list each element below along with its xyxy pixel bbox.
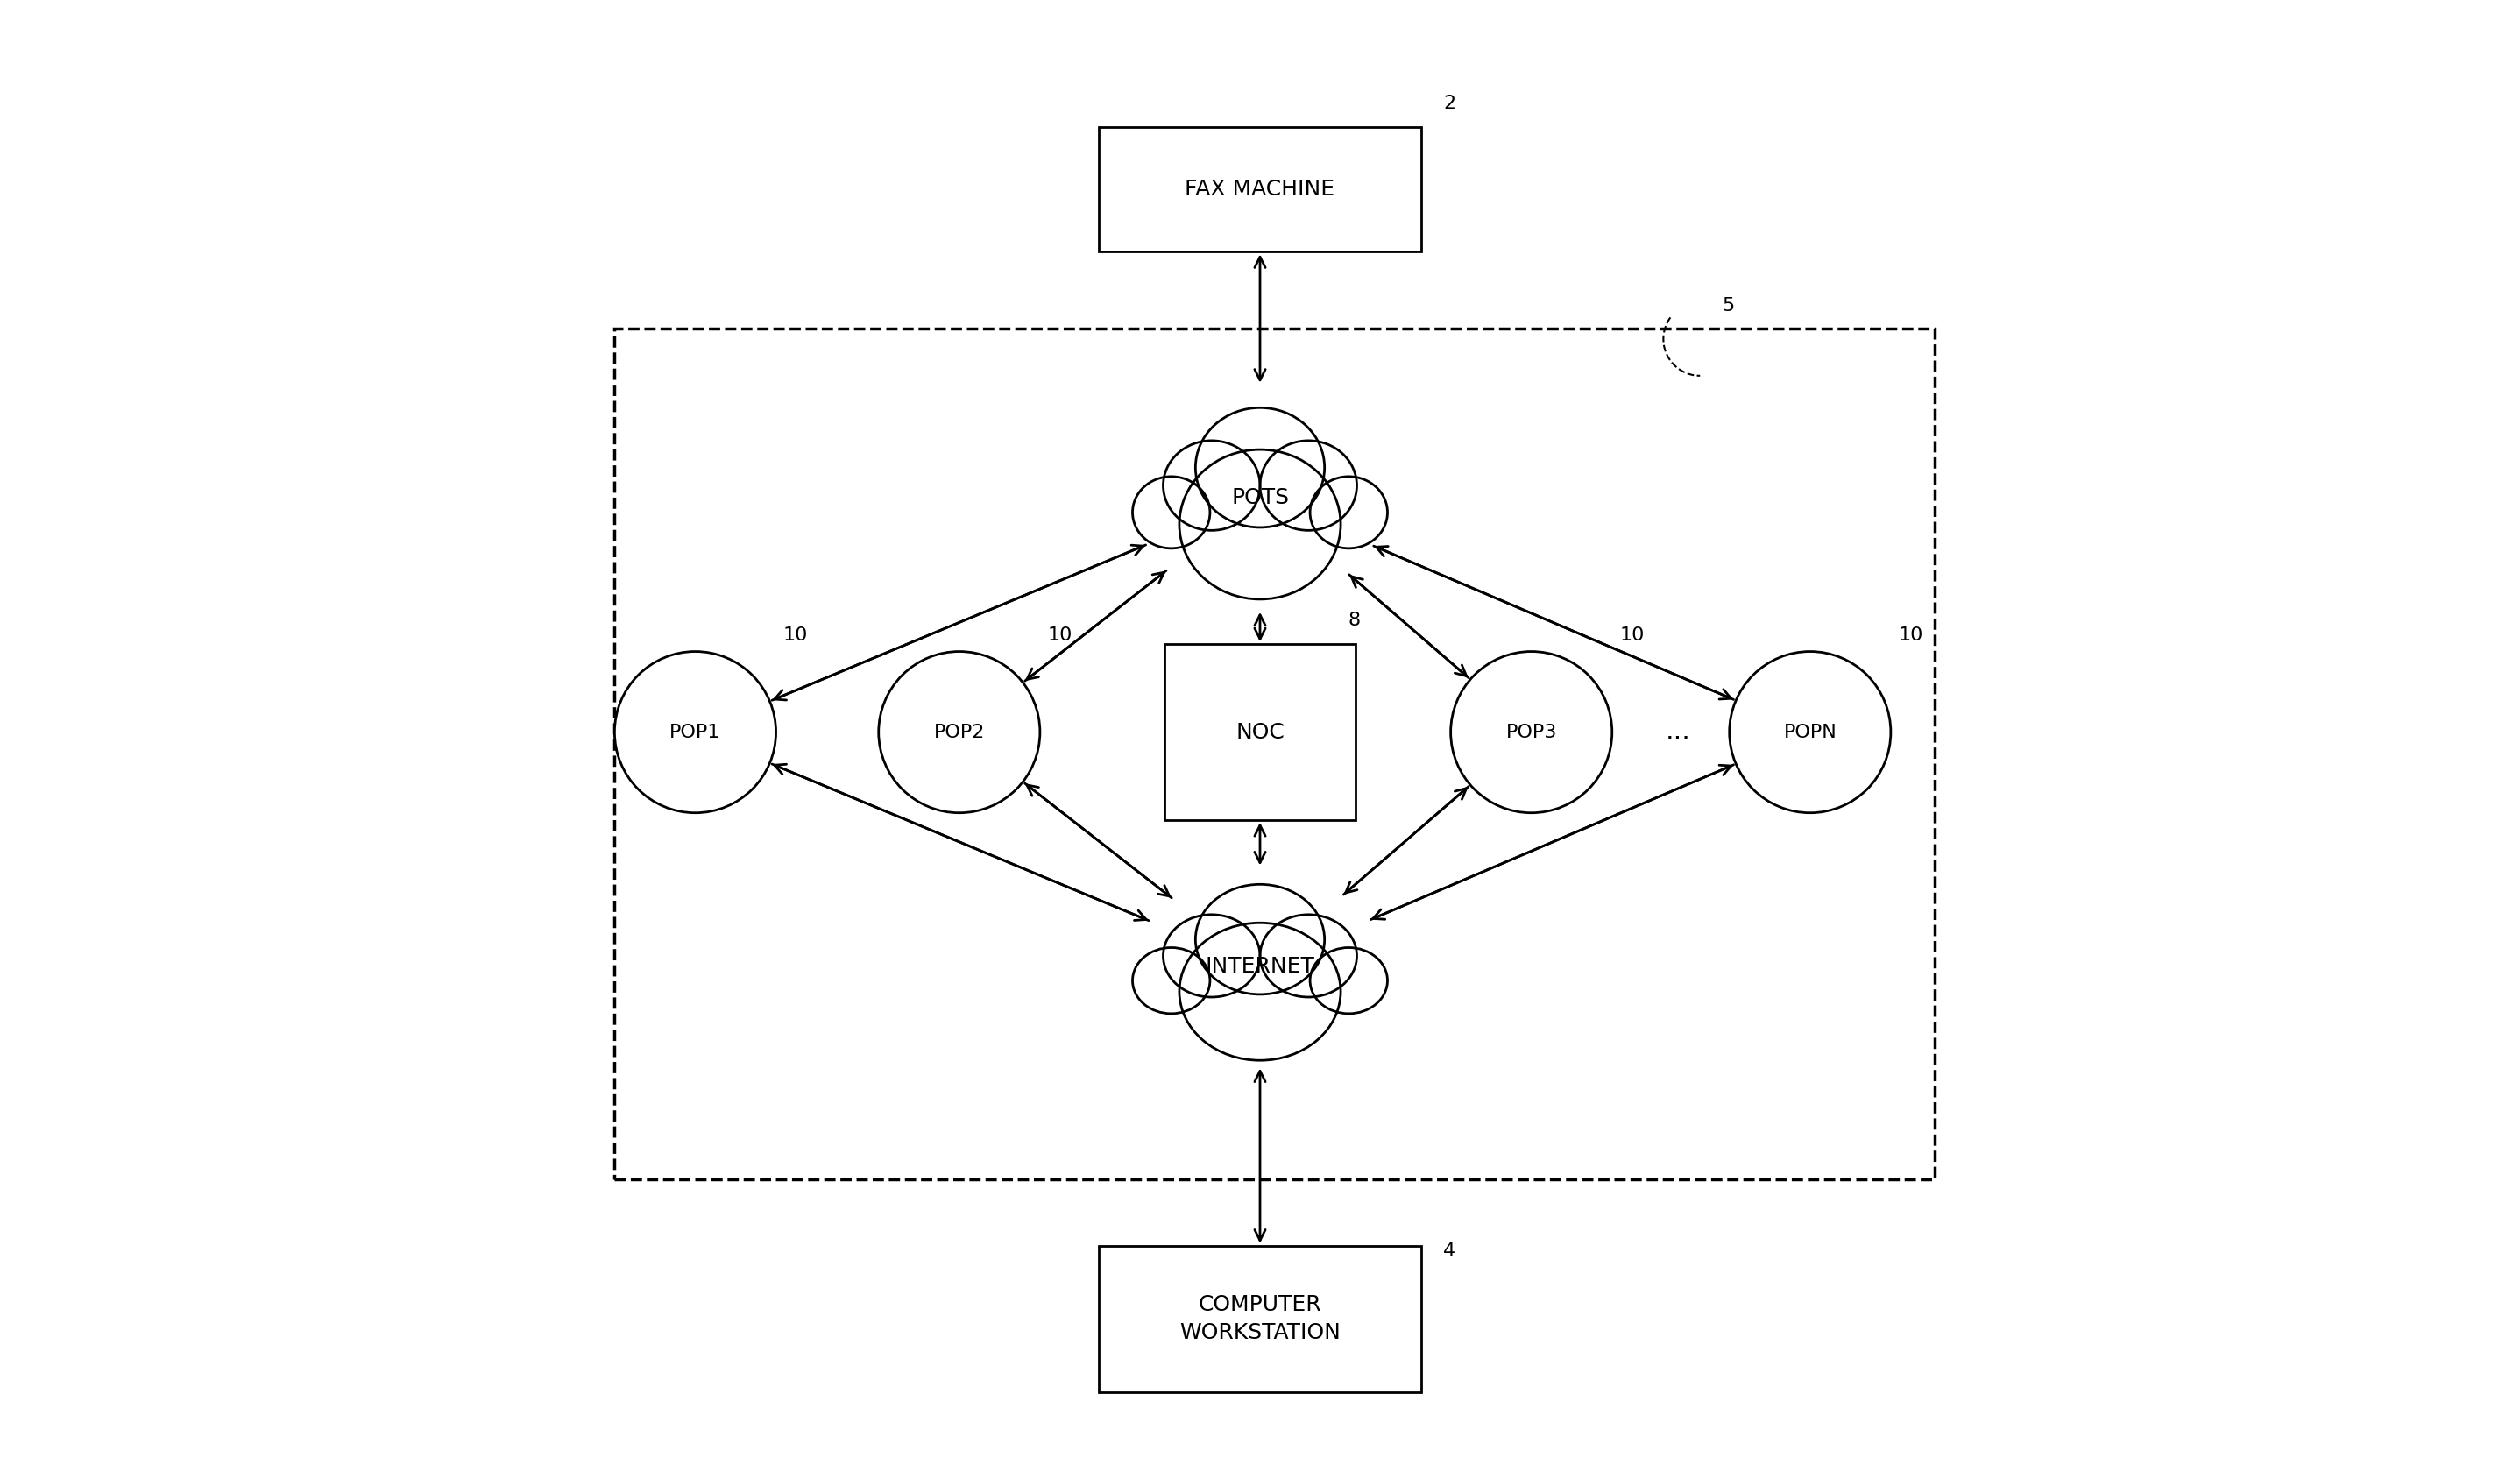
Ellipse shape xyxy=(1729,651,1890,813)
Ellipse shape xyxy=(1164,914,1260,997)
Ellipse shape xyxy=(1164,441,1260,531)
Ellipse shape xyxy=(1310,948,1389,1013)
Ellipse shape xyxy=(615,651,776,813)
Bar xyxy=(615,328,1935,1180)
Ellipse shape xyxy=(1260,914,1356,997)
Text: POP1: POP1 xyxy=(670,723,721,741)
Text: POPN: POPN xyxy=(1784,723,1837,741)
Text: POP3: POP3 xyxy=(1507,723,1557,741)
Text: 4: 4 xyxy=(1444,1242,1457,1260)
Ellipse shape xyxy=(1179,923,1341,1060)
Ellipse shape xyxy=(879,651,1041,813)
Ellipse shape xyxy=(1194,884,1326,994)
Text: 10: 10 xyxy=(784,627,809,645)
Text: NOC: NOC xyxy=(1235,722,1285,742)
Ellipse shape xyxy=(1310,476,1389,549)
Text: COMPUTER
WORKSTATION: COMPUTER WORKSTATION xyxy=(1179,1294,1341,1343)
FancyBboxPatch shape xyxy=(1099,1245,1421,1392)
Ellipse shape xyxy=(1131,476,1210,549)
Text: 5: 5 xyxy=(1721,297,1734,314)
Text: INTERNET: INTERNET xyxy=(1205,957,1315,978)
Ellipse shape xyxy=(1179,450,1341,599)
Text: 10: 10 xyxy=(1620,627,1643,645)
Text: FAX MACHINE: FAX MACHINE xyxy=(1184,179,1336,200)
Text: 8: 8 xyxy=(1348,612,1361,630)
Ellipse shape xyxy=(1194,408,1326,528)
Ellipse shape xyxy=(1131,948,1210,1013)
Text: 10: 10 xyxy=(1898,627,1923,645)
FancyBboxPatch shape xyxy=(1099,127,1421,251)
Text: 2: 2 xyxy=(1444,95,1457,112)
Ellipse shape xyxy=(1452,651,1613,813)
Text: ...: ... xyxy=(1666,719,1691,745)
FancyBboxPatch shape xyxy=(1164,645,1356,821)
Text: 10: 10 xyxy=(1048,627,1071,645)
Text: POP2: POP2 xyxy=(935,723,985,741)
Ellipse shape xyxy=(1260,441,1356,531)
Text: POTS: POTS xyxy=(1232,487,1288,507)
